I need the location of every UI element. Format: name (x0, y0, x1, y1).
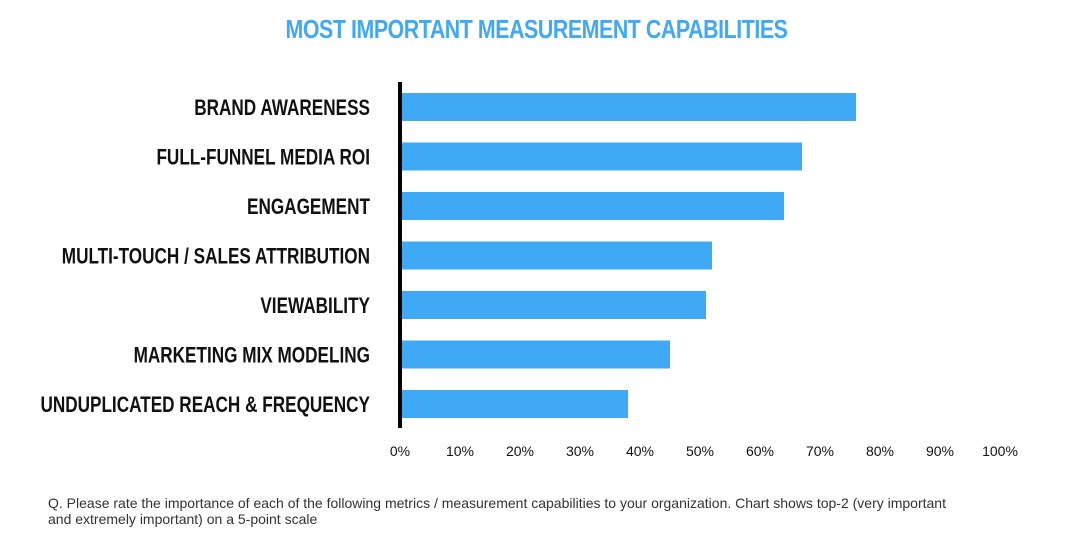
bar-0 (400, 93, 856, 121)
x-tick-label-1: 10% (446, 443, 474, 459)
x-tick-label-10: 100% (982, 443, 1018, 459)
bar-5 (400, 340, 670, 369)
x-tick-label-4: 40% (626, 443, 654, 459)
x-tick-label-2: 20% (506, 443, 534, 459)
survey-footnote: Q. Please rate the importance of each of… (48, 495, 946, 527)
category-label-6: UNDUPLICATED REACH & FREQUENCY (40, 392, 370, 417)
bar-3 (400, 241, 712, 270)
x-tick-label-5: 50% (686, 443, 714, 459)
x-tick-label-0: 0% (390, 443, 410, 459)
category-label-5: MARKETING MIX MODELING (134, 343, 370, 368)
bar-4 (400, 291, 706, 319)
category-label-1: FULL-FUNNEL MEDIA ROI (156, 145, 370, 170)
x-tick-label-9: 90% (926, 443, 954, 459)
category-label-2: ENGAGEMENT (247, 194, 370, 219)
x-tick-label-7: 70% (806, 443, 834, 459)
x-tick-label-8: 80% (866, 443, 894, 459)
category-label-3: MULTI-TOUCH / SALES ATTRIBUTION (62, 244, 370, 269)
x-tick-label-3: 30% (566, 443, 594, 459)
bar-6 (400, 390, 628, 418)
category-label-0: BRAND AWARENESS (194, 95, 370, 120)
x-tick-label-6: 60% (746, 443, 774, 459)
bar-2 (400, 192, 784, 220)
category-label-4: VIEWABILITY (260, 293, 370, 318)
chart-title: MOST IMPORTANT MEASUREMENT CAPABILITIES (285, 14, 788, 44)
bar-1 (400, 142, 802, 171)
